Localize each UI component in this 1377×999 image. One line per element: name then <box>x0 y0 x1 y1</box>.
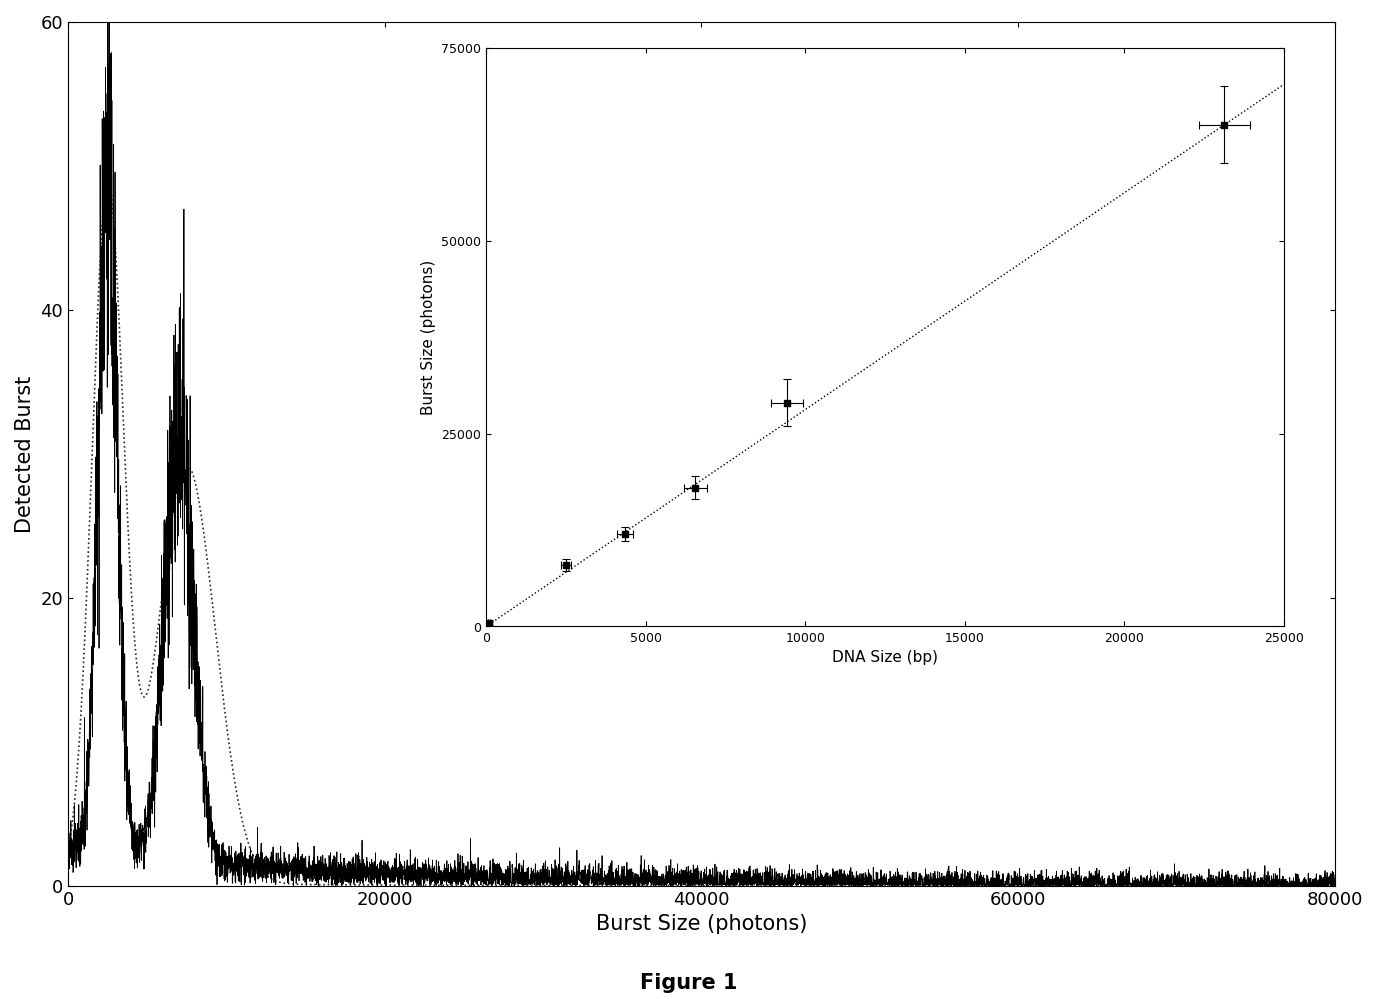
Text: Figure 1: Figure 1 <box>640 973 737 993</box>
Y-axis label: Detected Burst: Detected Burst <box>15 376 34 532</box>
X-axis label: Burst Size (photons): Burst Size (photons) <box>595 914 807 934</box>
